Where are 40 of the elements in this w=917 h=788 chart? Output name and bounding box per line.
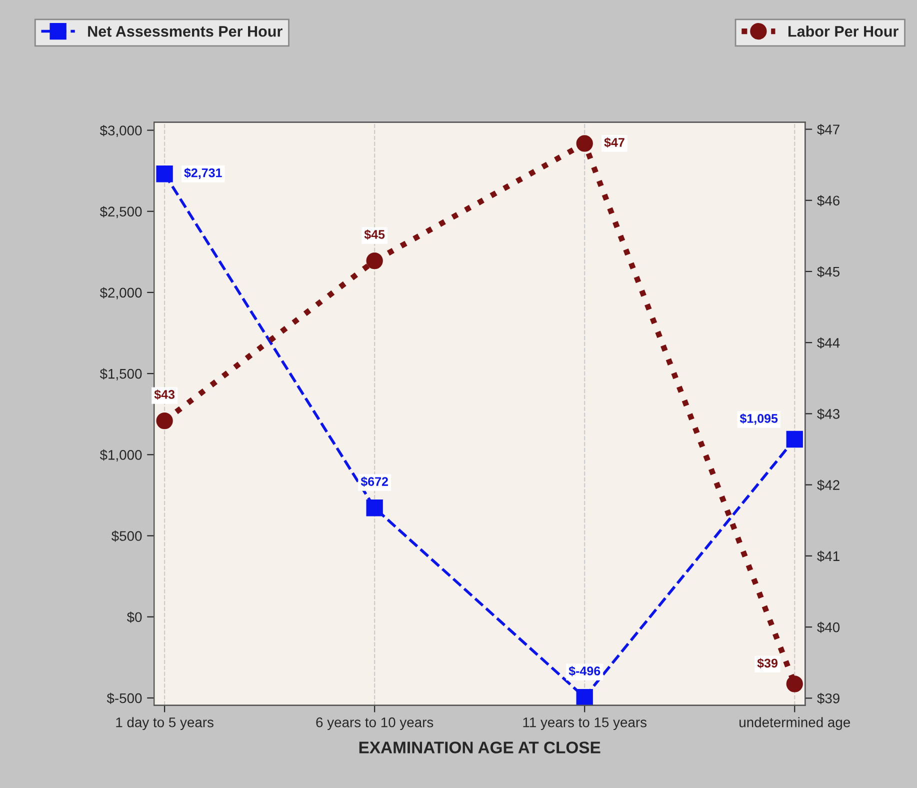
- x-tick-label: 11 years to 15 years: [523, 718, 647, 730]
- point: [576, 135, 593, 152]
- data-label: $672: [360, 476, 388, 487]
- data-label: $1,095: [740, 413, 778, 425]
- y-tick-label: $1,000: [100, 449, 142, 462]
- y2-tick-label: $45: [817, 266, 840, 278]
- point: [786, 676, 803, 692]
- y2-tick-label: $42: [817, 480, 840, 491]
- y2-tick-label: $46: [817, 195, 840, 206]
- y2-tick-label: $43: [817, 408, 840, 420]
- point: [156, 412, 173, 430]
- data-label: $-496: [568, 666, 600, 676]
- x-tick-label: 1 day to 5 years: [116, 717, 214, 730]
- point: [576, 688, 593, 706]
- y2-tick-label: $44: [817, 337, 840, 349]
- data-label: $39: [757, 658, 778, 668]
- data-label: $43: [154, 389, 175, 400]
- y-tick-label: $1,500: [100, 368, 142, 380]
- y-tick-label: $2,000: [100, 287, 142, 300]
- point: [366, 500, 383, 516]
- x-axis-title: EXAMINATION AGE AT CLOSE: [359, 742, 600, 754]
- point: [786, 430, 803, 448]
- y-tick-label: $0: [126, 612, 142, 623]
- y2-tick-label: $47: [817, 124, 840, 136]
- y-tick-label: $-500: [106, 692, 142, 704]
- legend-label: Net Assessments Per Hour: [88, 26, 282, 37]
- data-label: $45: [364, 229, 385, 240]
- point: [366, 252, 383, 270]
- x-tick-label: 6 years to 10 years: [316, 717, 434, 730]
- y2-tick-label: $41: [817, 550, 840, 562]
- y2-tick-label: $40: [817, 622, 840, 634]
- y-tick-label: $500: [112, 530, 142, 542]
- x-tick-label: undetermined age: [740, 717, 850, 730]
- point: [156, 166, 173, 182]
- y2-tick-label: $39: [817, 692, 840, 704]
- data-label: $47: [604, 137, 624, 148]
- y-tick-label: $2,500: [100, 206, 142, 218]
- y-tick-label: $3,000: [100, 125, 142, 138]
- legend-label: Labor Per Hour: [788, 26, 898, 37]
- data-label: $2,731: [184, 168, 222, 180]
